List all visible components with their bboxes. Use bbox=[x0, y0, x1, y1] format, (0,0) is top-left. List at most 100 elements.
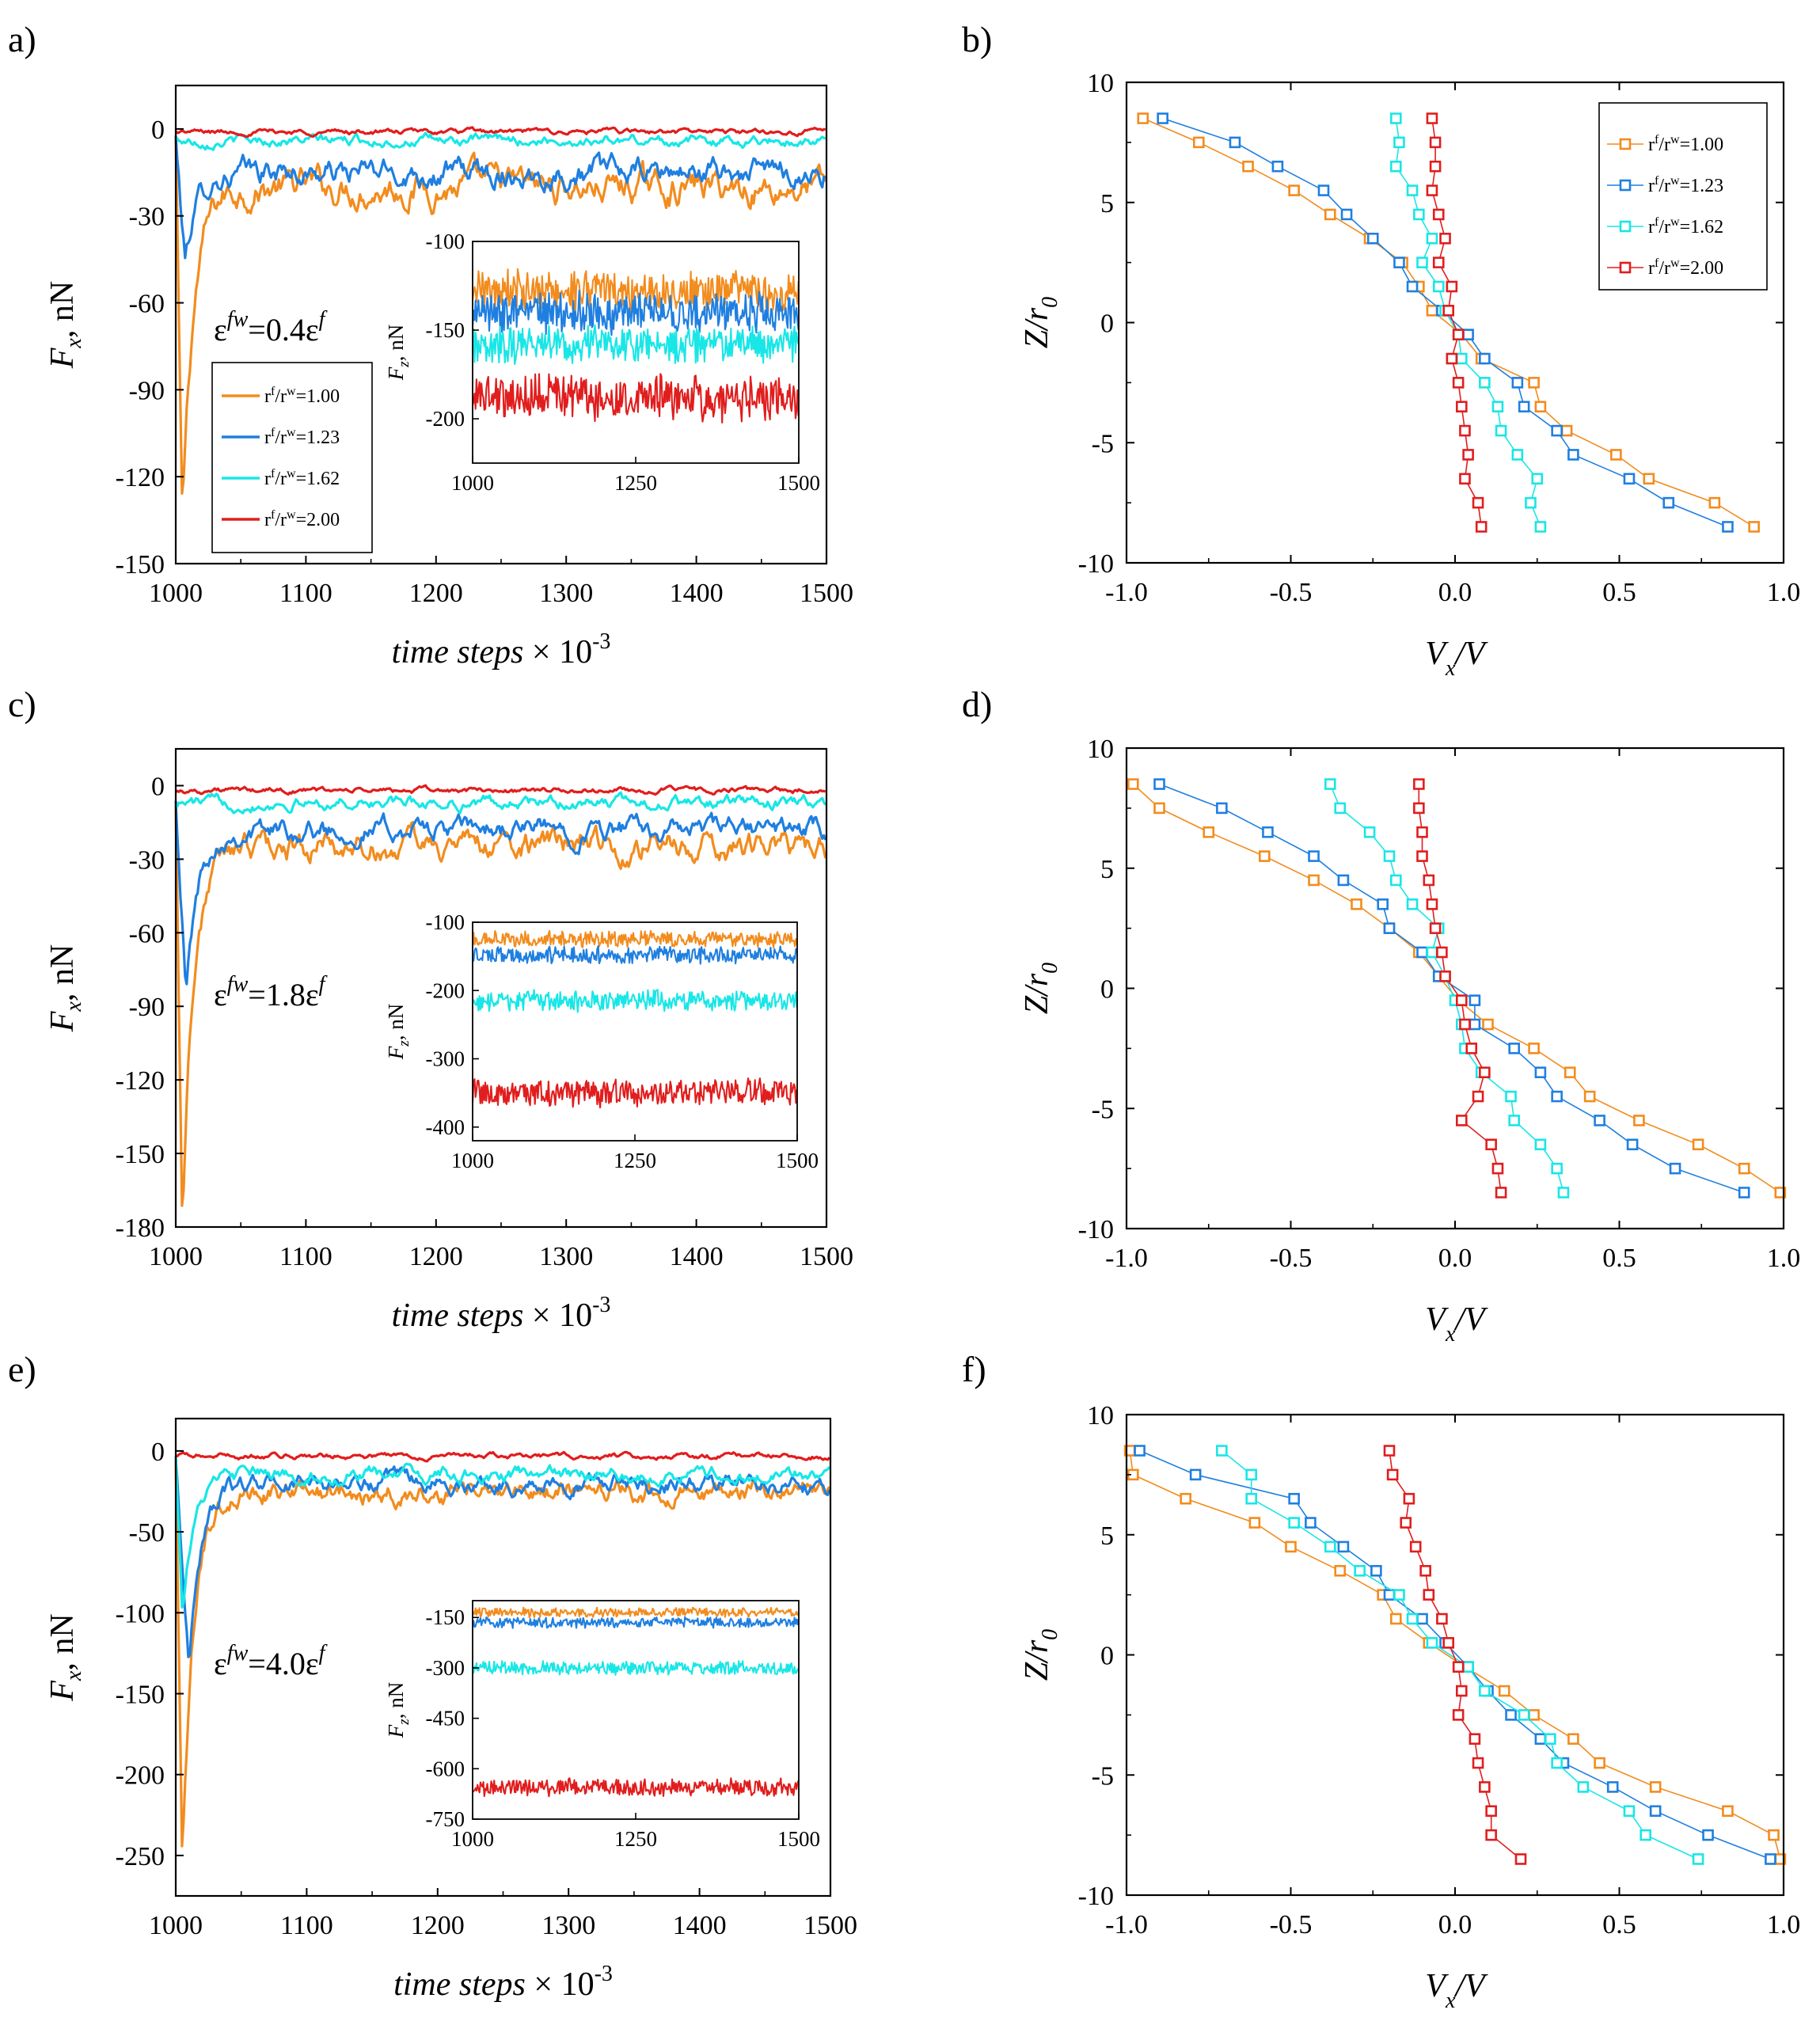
profile-point-r1.00 bbox=[1738, 1162, 1750, 1175]
x-tick-label: 1000 bbox=[149, 579, 203, 608]
profile-point-r1.00 bbox=[1748, 521, 1760, 533]
profile-point-r1.62 bbox=[1462, 1661, 1474, 1673]
inset-y-tick-label: -300 bbox=[426, 1656, 465, 1680]
profile-point-r2.00 bbox=[1485, 1138, 1497, 1151]
inset-x-tick-label: 1500 bbox=[777, 471, 820, 495]
profile-line-r1.23 bbox=[1159, 783, 1745, 1194]
profile-point-r1.62 bbox=[1508, 1115, 1520, 1126]
profile-point-r1.00 bbox=[1334, 1564, 1347, 1577]
inset-y-tick-label: -600 bbox=[426, 1757, 465, 1780]
inset-x-tick-label: 1500 bbox=[776, 1149, 819, 1172]
profile-point-r1.23 bbox=[1337, 1540, 1350, 1553]
profile-point-r1.00 bbox=[1692, 1138, 1704, 1151]
x-axis-label: Vx/V bbox=[1425, 1301, 1488, 1347]
profile-point-r1.00 bbox=[1610, 449, 1622, 461]
x-tick-label: -0.5 bbox=[1270, 578, 1313, 607]
x-axis-label: time steps × 10-3 bbox=[392, 629, 611, 671]
profile-point-r1.00 bbox=[1180, 1492, 1191, 1505]
series-line-r1.00 bbox=[174, 806, 827, 1207]
series-line-r1.62 bbox=[175, 131, 826, 151]
y-tick-label: -60 bbox=[129, 290, 165, 319]
profile-line-r1.23 bbox=[1162, 117, 1728, 528]
x-tick-label: 1300 bbox=[541, 1911, 595, 1940]
y-axis-label: Fx, nN bbox=[44, 1613, 86, 1701]
x-tick-label: 1500 bbox=[800, 1242, 853, 1271]
y-tick-label: 5 bbox=[1100, 189, 1114, 218]
y-tick-label: -60 bbox=[129, 919, 165, 948]
inset-series-r1.62 bbox=[471, 324, 800, 365]
profile-point-r1.00 bbox=[1768, 1829, 1780, 1841]
profile-point-r1.62 bbox=[1363, 826, 1376, 838]
y-tick-label: 0 bbox=[151, 1438, 165, 1467]
profile-point-r1.23 bbox=[1308, 850, 1320, 862]
profile-point-r1.23 bbox=[1134, 1445, 1146, 1457]
inset-y-tick-label: -100 bbox=[426, 910, 465, 934]
inset-series-r1.00 bbox=[471, 929, 798, 949]
profile-point-r2.00 bbox=[1426, 184, 1438, 196]
x-tick-label: -0.5 bbox=[1270, 1910, 1313, 1939]
panel-c: 1000 1100 1200 1300 1400 1500 0 -30 -60 -90 -120 -1… bbox=[44, 747, 853, 1334]
profile-point-r1.62 bbox=[1545, 1733, 1556, 1746]
y-tick-label: -150 bbox=[116, 1680, 165, 1709]
profile-point-r2.00 bbox=[1514, 1853, 1527, 1865]
profile-point-r1.62 bbox=[1393, 1589, 1405, 1601]
panel-a: 1000 1100 1200 1300 1400 1500 0 -30 -60 -90 -120 -1… bbox=[44, 84, 853, 671]
panel-label: c) bbox=[8, 684, 36, 724]
profile-point-r2.00 bbox=[1452, 1661, 1465, 1673]
profile-line-r1.00 bbox=[1132, 783, 1781, 1194]
profile-point-r1.00 bbox=[1153, 802, 1165, 815]
profile-line-r1.62 bbox=[1329, 784, 1564, 1193]
x-tick-label: 1500 bbox=[800, 579, 853, 608]
panel-label: a) bbox=[8, 19, 36, 59]
profile-point-r1.00 bbox=[1708, 496, 1721, 509]
profile-point-r1.62 bbox=[1406, 184, 1419, 196]
profile-point-r1.00 bbox=[1193, 136, 1205, 149]
profile-point-r1.23 bbox=[1765, 1853, 1776, 1865]
y-tick-label: -180 bbox=[116, 1214, 165, 1243]
legend-marker-r1.00 bbox=[1619, 138, 1632, 150]
y-tick-label: -120 bbox=[116, 463, 165, 492]
profile-point-r2.00 bbox=[1429, 160, 1442, 173]
panel-d: -1.0 -0.5 0.0 0.5 1.0 10 5 0 -5 -10 Vx/V Z/r0 bbox=[1019, 735, 1800, 1347]
profile-point-r1.62 bbox=[1324, 778, 1336, 790]
profile-point-r2.00 bbox=[1436, 946, 1448, 959]
y-tick-label: -200 bbox=[116, 1761, 165, 1791]
profile-point-r2.00 bbox=[1386, 1468, 1399, 1481]
x-tick-label: 1.0 bbox=[1767, 578, 1801, 607]
profile-point-r1.62 bbox=[1406, 898, 1419, 910]
y-tick-label: -5 bbox=[1092, 1095, 1114, 1124]
legend-marker-r1.23 bbox=[1619, 179, 1632, 192]
y-tick-label: 10 bbox=[1087, 69, 1114, 98]
legend-entry-r1.00: rf​/rw​=1.00 bbox=[264, 385, 340, 407]
inset-y-tick-label: -100 bbox=[426, 230, 465, 253]
x-tick-label: -1.0 bbox=[1105, 578, 1148, 607]
profile-point-r2.00 bbox=[1423, 874, 1435, 887]
legend-entry-r1.00: rf​/rw​=1.00 bbox=[1648, 133, 1723, 155]
panel-label: e) bbox=[8, 1349, 36, 1389]
profile-point-r2.00 bbox=[1472, 1757, 1484, 1769]
x-tick-label: 1000 bbox=[149, 1242, 203, 1271]
inset-chart: 1000 1250 1500 -100 -200 -300 -400 Fz, nN bbox=[384, 910, 819, 1172]
profile-point-r1.00 bbox=[1203, 826, 1215, 838]
x-tick-label: -1.0 bbox=[1105, 1910, 1148, 1939]
profile-point-r2.00 bbox=[1432, 208, 1445, 221]
profile-point-r1.23 bbox=[1416, 946, 1428, 959]
profile-point-r2.00 bbox=[1442, 1637, 1454, 1649]
inset-series-r1.23 bbox=[471, 289, 800, 336]
inset-y-tick-label: -150 bbox=[426, 318, 465, 342]
profile-point-r2.00 bbox=[1456, 994, 1468, 1006]
profile-point-r2.00 bbox=[1413, 778, 1425, 790]
profile-point-r1.00 bbox=[1643, 473, 1655, 485]
profile-point-r2.00 bbox=[1475, 521, 1488, 533]
profile-point-r1.62 bbox=[1324, 1540, 1336, 1553]
inset-y-tick-label: -150 bbox=[426, 1605, 465, 1629]
profile-point-r1.62 bbox=[1390, 874, 1402, 887]
x-tick-label: 1.0 bbox=[1767, 1910, 1801, 1939]
profile-point-r2.00 bbox=[1479, 1781, 1491, 1793]
profile-point-r2.00 bbox=[1465, 1043, 1478, 1054]
legend-entry-r1.62: rf​/rw​=1.62 bbox=[1648, 215, 1723, 237]
x-tick-label: 0.5 bbox=[1602, 1244, 1636, 1273]
profile-point-r2.00 bbox=[1459, 1018, 1471, 1031]
profile-point-r1.00 bbox=[1528, 1043, 1540, 1054]
inset-series-r1.62 bbox=[472, 1660, 800, 1676]
